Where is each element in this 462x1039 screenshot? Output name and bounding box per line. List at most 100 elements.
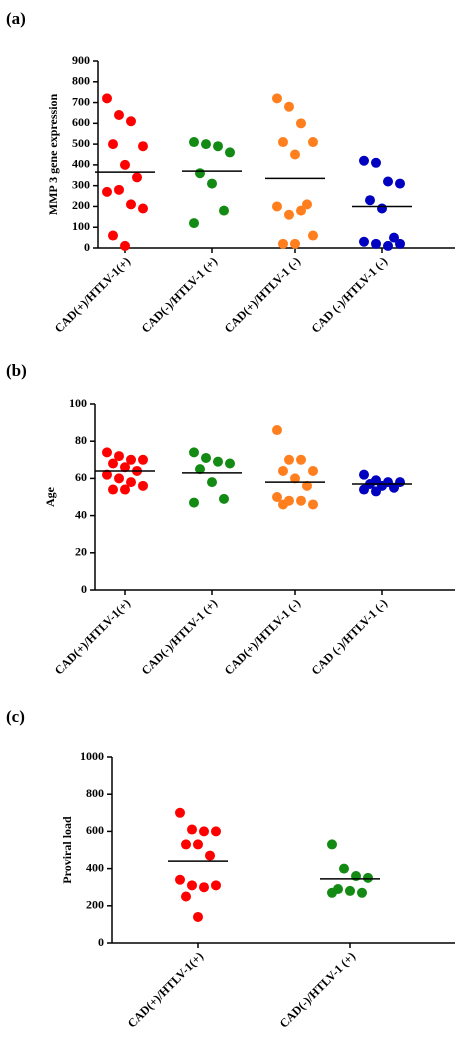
data-point [193, 839, 203, 850]
data-point [108, 484, 118, 495]
x-tick-label: CAD (-)/HTLV-1 (-) [309, 254, 391, 336]
data-point [308, 499, 318, 510]
y-tick-label: 100 [69, 396, 87, 410]
data-point [120, 484, 130, 495]
data-point [345, 885, 355, 896]
y-tick-label: 700 [72, 94, 90, 108]
data-point [365, 195, 375, 206]
panel-label: (a) [6, 9, 26, 28]
y-tick-label: 200 [72, 198, 90, 212]
data-point [126, 454, 136, 465]
data-point [371, 238, 381, 249]
y-tick-label: 800 [86, 786, 104, 800]
data-point [290, 473, 300, 484]
data-point [102, 93, 112, 104]
data-point [219, 205, 229, 216]
data-point [296, 454, 306, 465]
data-point [284, 454, 294, 465]
data-point [175, 807, 185, 818]
data-point [290, 149, 300, 160]
y-tick-label: 600 [72, 115, 90, 129]
y-tick-label: 300 [72, 177, 90, 191]
data-point [114, 184, 124, 195]
y-tick-label: 0 [84, 240, 90, 254]
y-tick-label: 60 [75, 470, 87, 484]
data-point [199, 826, 209, 837]
data-point [357, 887, 367, 898]
data-point [213, 456, 223, 467]
x-tick-label: CAD(+)/HTLV-1(+) [52, 254, 133, 335]
data-point [120, 240, 130, 251]
data-point [108, 458, 118, 469]
data-point [211, 826, 221, 837]
data-point [278, 465, 288, 476]
data-point [114, 473, 124, 484]
data-point [126, 477, 136, 488]
data-point [308, 230, 318, 241]
data-point [339, 863, 349, 874]
data-point [195, 464, 205, 475]
data-point [302, 480, 312, 491]
data-point [272, 425, 282, 436]
data-point [120, 462, 130, 473]
data-point [201, 139, 211, 150]
data-point [389, 482, 399, 493]
data-point [205, 850, 215, 861]
data-point [211, 880, 221, 891]
data-point [359, 469, 369, 480]
data-point [284, 101, 294, 112]
y-tick-label: 400 [86, 860, 104, 874]
y-tick-label: 0 [98, 935, 104, 949]
panel-label: (b) [6, 361, 27, 380]
data-point [296, 495, 306, 506]
x-tick-label: CAD (-)/HTLV-1 (-) [309, 596, 391, 678]
data-point [272, 93, 282, 104]
data-point [383, 240, 393, 251]
data-point [102, 186, 112, 197]
panel-label: (c) [6, 707, 25, 726]
y-tick-label: 80 [75, 433, 87, 447]
data-point [359, 484, 369, 495]
data-point [138, 480, 148, 491]
data-point [201, 452, 211, 463]
data-point [213, 141, 223, 152]
y-tick-label: 40 [75, 507, 87, 521]
x-tick-label: CAD(+)/HTLV-1(+) [125, 949, 206, 1030]
x-tick-label: CAD(+)/HTLV-1 (-) [222, 254, 303, 335]
data-point [126, 116, 136, 127]
y-tick-label: 0 [81, 582, 87, 596]
data-point [377, 203, 387, 214]
x-tick-label: CAD(-)/HTLV-1 (+) [139, 254, 220, 335]
data-point [225, 458, 235, 469]
data-point [389, 232, 399, 243]
data-point [189, 447, 199, 458]
data-point [187, 824, 197, 835]
data-point [138, 141, 148, 152]
y-tick-label: 600 [86, 823, 104, 837]
x-tick-label: CAD(-)/HTLV-1 (+) [277, 949, 358, 1030]
data-point [359, 155, 369, 166]
data-point [114, 451, 124, 462]
data-point [327, 839, 337, 850]
data-point [272, 201, 282, 212]
data-point [199, 882, 209, 893]
y-axis-label: Proviral load [60, 816, 74, 884]
data-point [181, 839, 191, 850]
data-point [308, 465, 318, 476]
data-point [296, 205, 306, 216]
data-point [126, 199, 136, 210]
data-point [371, 486, 381, 497]
data-point [395, 238, 405, 249]
data-point [278, 499, 288, 510]
data-point [395, 178, 405, 189]
data-point [108, 139, 118, 150]
data-point [175, 874, 185, 885]
data-point [102, 447, 112, 458]
x-tick-label: CAD(+)/HTLV-1(+) [52, 596, 133, 677]
data-point [189, 218, 199, 229]
data-point [272, 492, 282, 502]
data-point [181, 891, 191, 902]
y-tick-label: 100 [72, 219, 90, 233]
data-point [207, 477, 217, 488]
